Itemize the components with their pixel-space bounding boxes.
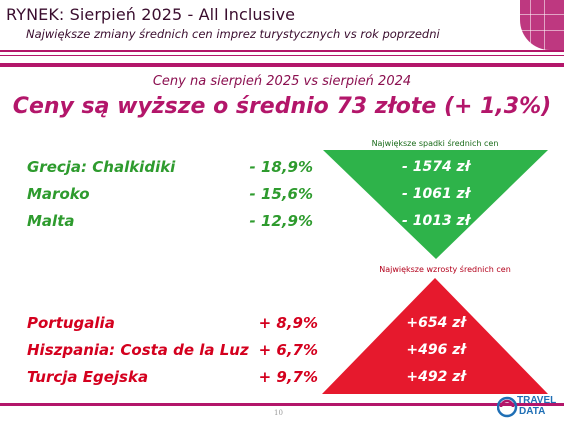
footer-divider <box>0 403 564 406</box>
increase-value-1: +654 zł <box>406 315 466 331</box>
header-divider-thin <box>0 55 564 56</box>
increase-pct-2: + 6,7% <box>258 341 318 359</box>
logo-text-bottom: DATA <box>519 406 546 417</box>
increases-label: Największe wzrosty średnich cen <box>379 265 511 274</box>
decrease-value-3: - 1013 zł <box>402 213 470 229</box>
header-divider-bottom <box>0 63 564 67</box>
page-number: 10 <box>274 409 283 417</box>
decrease-pct-1: - 18,9% <box>249 158 314 176</box>
decrease-pct-2: - 15,6% <box>249 185 314 203</box>
decrease-country-1: Grecja: Chalkidiki <box>27 158 176 176</box>
decrease-country-3: Malta <box>27 212 75 230</box>
increase-country-1: Portugalia <box>27 314 115 332</box>
increase-value-3: +492 zł <box>406 369 466 385</box>
decrease-value-1: - 1574 zł <box>402 159 470 175</box>
logo-text-top: TRAVEL <box>517 395 557 406</box>
headline: Ceny są wyższe o średnio 73 złote (+ 1,3… <box>12 94 552 119</box>
comparison-label: Ceny na sierpień 2025 vs sierpień 2024 <box>152 74 412 89</box>
header-divider-top <box>0 50 564 52</box>
logo-icon <box>496 396 518 418</box>
increase-value-2: +496 zł <box>406 342 466 358</box>
increase-country-2: Hiszpania: Costa de la Luz <box>27 341 249 359</box>
decrease-country-2: Maroko <box>27 185 90 203</box>
decrease-pct-3: - 12,9% <box>249 212 314 230</box>
slide-subtitle: Największe zmiany średnich cen imprez tu… <box>26 27 440 41</box>
increase-pct-1: + 8,9% <box>258 314 318 332</box>
decrease-value-2: - 1061 zł <box>402 186 470 202</box>
decreases-label: Największe spadki średnich cen <box>371 139 499 148</box>
slide-title: RYNEK: Sierpień 2025 - All Inclusive <box>6 5 296 24</box>
increase-country-3: Turcja Egejska <box>27 368 149 386</box>
increase-pct-3: + 9,7% <box>258 368 318 386</box>
travel-data-logo: TRAVEL DATA <box>496 394 561 420</box>
